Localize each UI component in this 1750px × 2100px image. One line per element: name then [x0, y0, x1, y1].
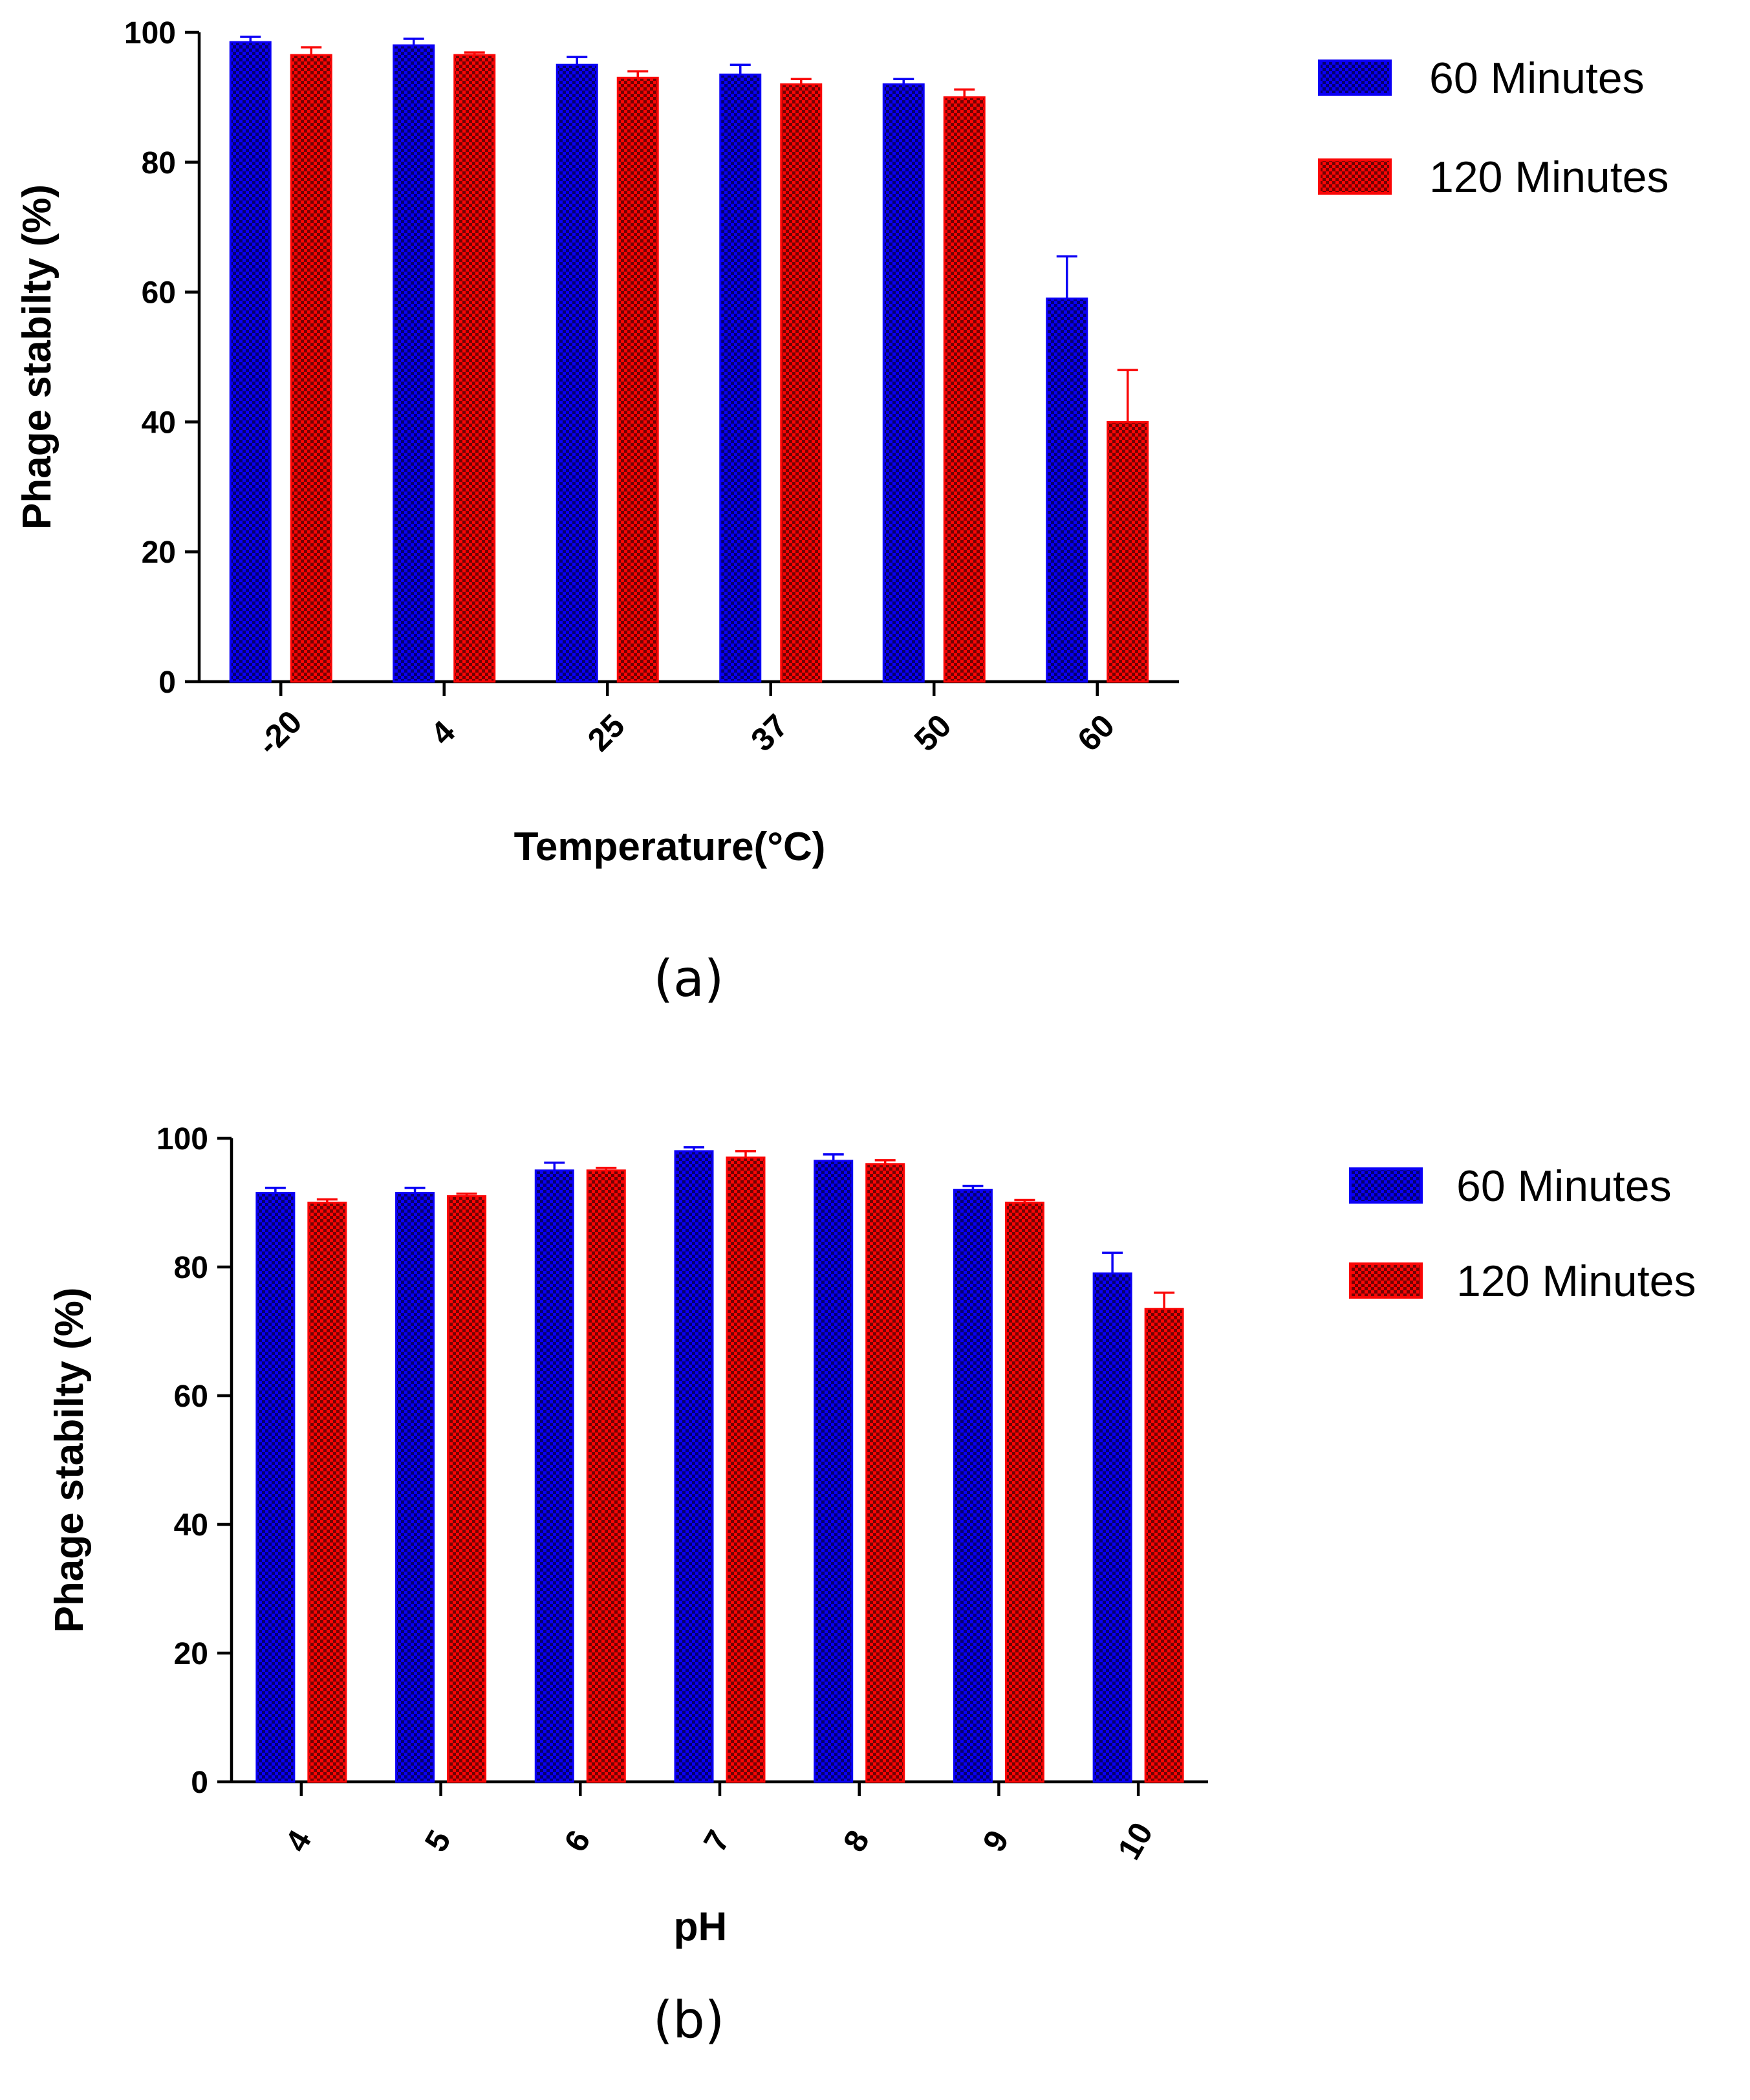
bar-120-minutes [1107, 420, 1149, 683]
bar-60-minutes [719, 73, 762, 683]
bar-60-minutes [814, 1160, 854, 1783]
y-tick-label: 40 [142, 406, 176, 440]
x-tick-label: 5 [418, 1824, 458, 1857]
bar-120-minutes [1004, 1202, 1044, 1783]
bar-120-minutes [290, 54, 332, 683]
bar-60-minutes [953, 1189, 993, 1783]
bar-60-minutes [1092, 1272, 1132, 1783]
bar-60-minutes [229, 41, 272, 683]
bar-60-minutes [255, 1192, 296, 1783]
x-tick-label: 50 [907, 708, 958, 759]
y-tick-label: 80 [142, 146, 176, 180]
x-tick-label: 4 [424, 713, 462, 752]
bar-60-minutes [393, 44, 435, 683]
y-tick-label: 20 [174, 1637, 208, 1671]
x-tick-label: 7 [697, 1824, 737, 1857]
y-tick-label: 0 [191, 1766, 208, 1800]
y-tick-label: 20 [142, 536, 176, 570]
y-tick-label: 40 [174, 1508, 208, 1543]
bar-120-minutes [586, 1169, 626, 1783]
x-axis-title: pH [674, 1905, 728, 1949]
chart-panel-b: 0 20 40 60 80 100 4 5 6 7 8 9 10 Phage stabilty (%) pH… [47, 1122, 1696, 2050]
x-tick-label: 60 [1070, 708, 1121, 759]
legend-label: 60 Minutes [1456, 1162, 1672, 1211]
legend-swatch [1318, 158, 1392, 195]
legend-label: 60 Minutes [1429, 54, 1645, 103]
x-axis-title: Temperature(°C) [514, 825, 826, 869]
legend-swatch [1349, 1167, 1423, 1204]
bar-60-minutes [534, 1169, 574, 1783]
legend-label: 120 Minutes [1429, 153, 1669, 202]
bar-60-minutes [674, 1150, 714, 1783]
legend-swatch [1349, 1262, 1423, 1299]
bar-120-minutes [865, 1163, 905, 1783]
bar-120-minutes [1144, 1308, 1184, 1783]
legend-label: 120 Minutes [1456, 1257, 1696, 1306]
x-tick-label: 9 [976, 1824, 1016, 1857]
bar-120-minutes [726, 1156, 766, 1783]
x-tick-label: 4 [278, 1824, 318, 1857]
bar-120-minutes [453, 54, 496, 683]
bar-60-minutes [1046, 298, 1088, 683]
y-tick-label: 100 [124, 16, 176, 50]
y-tick-label: 100 [157, 1122, 208, 1156]
panel-label: (a) [654, 950, 724, 1008]
y-tick-label: 0 [158, 666, 176, 700]
bar-120-minutes [943, 96, 986, 683]
legend: 60 Minutes 120 Minutes [1349, 1162, 1696, 1306]
bar-120-minutes [780, 83, 823, 683]
legend-swatch [1318, 60, 1392, 96]
chart-panel-a: 0 20 40 60 80 100 -20 4 25 37 50 60 Phage stabilty (… [15, 16, 1669, 1008]
y-axis-title: Phage stabilty (%) [47, 1288, 92, 1633]
y-tick-label: 60 [174, 1380, 208, 1414]
y-tick-label: 80 [174, 1251, 208, 1285]
bar-60-minutes [556, 63, 598, 683]
bar-120-minutes [307, 1202, 347, 1783]
bar-60-minutes [882, 83, 925, 683]
x-tick-label: 6 [557, 1824, 597, 1857]
panel-label: (b) [653, 1991, 724, 2050]
x-tick-label: 8 [836, 1824, 876, 1857]
x-tick-label: -20 [250, 704, 309, 763]
y-axis-title: Phage stabilty (%) [15, 184, 59, 530]
x-tick-label: 37 [744, 708, 795, 759]
bar-120-minutes [616, 76, 659, 683]
y-tick-label: 60 [142, 276, 176, 310]
x-tick-label: 10 [1110, 1816, 1160, 1865]
bar-120-minutes [447, 1195, 487, 1783]
x-tick-label: 25 [581, 708, 632, 759]
legend: 60 Minutes 120 Minutes [1318, 54, 1669, 202]
bar-60-minutes [395, 1192, 435, 1783]
